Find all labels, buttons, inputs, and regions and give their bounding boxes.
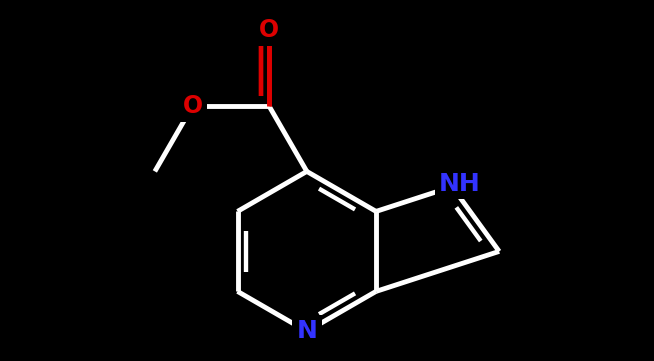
Text: N: N [296,319,317,343]
Text: NH: NH [438,172,480,196]
Text: O: O [182,93,203,118]
Text: O: O [259,18,279,42]
